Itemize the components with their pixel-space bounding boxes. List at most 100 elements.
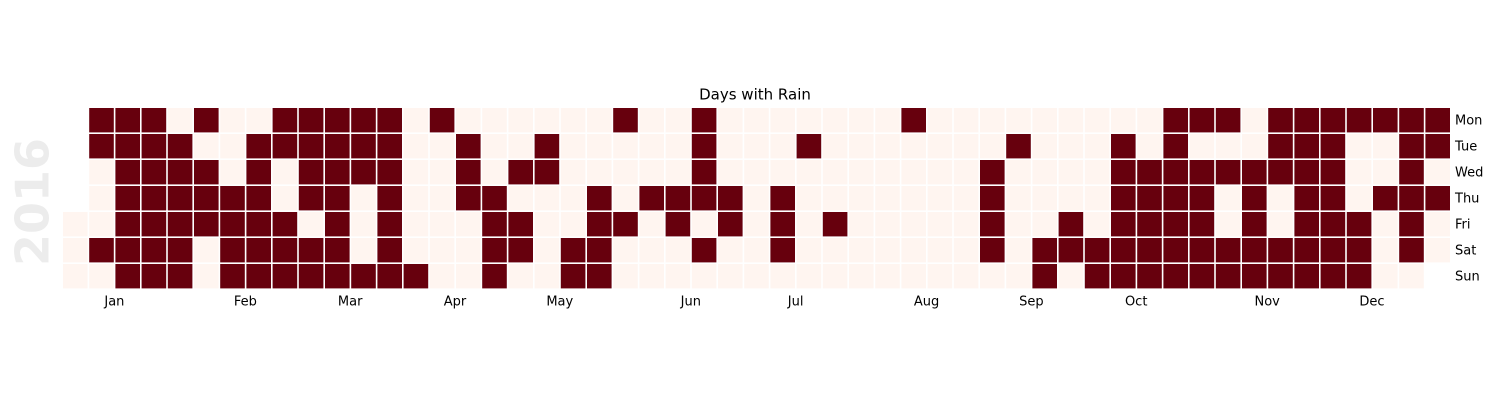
day-cell <box>822 186 848 211</box>
day-cell <box>403 134 429 159</box>
day-cell <box>534 264 560 289</box>
day-cell <box>377 264 402 289</box>
day-cell <box>167 160 193 185</box>
day-cell <box>718 186 743 211</box>
day-cell <box>141 238 167 263</box>
day-cell <box>298 134 324 159</box>
day-cell <box>980 134 1005 159</box>
day-cell <box>298 186 324 211</box>
day-cell <box>1294 238 1319 263</box>
day-cell <box>351 212 376 237</box>
day-cell <box>1084 108 1110 133</box>
month-label: Sep <box>1019 295 1044 310</box>
day-cell <box>796 134 822 159</box>
day-cell <box>1111 134 1136 159</box>
day-cell <box>770 186 795 211</box>
day-cell <box>534 160 560 185</box>
day-cell <box>953 186 979 211</box>
day-cell <box>796 212 822 237</box>
day-cell <box>1006 212 1031 237</box>
day-cell <box>560 264 586 289</box>
day-cell <box>1189 186 1215 211</box>
day-cell <box>665 186 691 211</box>
day-cell <box>1346 212 1372 237</box>
month-label: May <box>546 295 573 310</box>
day-cell <box>901 186 926 211</box>
day-cell <box>534 212 560 237</box>
day-cell <box>167 186 193 211</box>
day-cell <box>980 238 1005 263</box>
day-cell <box>272 212 298 237</box>
day-cell <box>849 238 874 263</box>
day-cell <box>796 160 822 185</box>
day-cell <box>849 264 874 289</box>
day-cell <box>298 264 324 289</box>
day-cell <box>403 264 429 289</box>
day-cell <box>1058 238 1084 263</box>
day-cell <box>272 186 298 211</box>
day-cell <box>639 238 664 263</box>
day-cell <box>822 264 848 289</box>
day-cell <box>822 108 848 133</box>
day-cell <box>665 238 691 263</box>
day-cell <box>429 186 455 211</box>
day-cell <box>298 160 324 185</box>
day-cell <box>115 134 140 159</box>
day-cell <box>849 134 874 159</box>
day-cell <box>875 186 900 211</box>
weekday-label: Wed <box>1455 166 1483 181</box>
day-cell <box>194 238 219 263</box>
day-cell <box>1006 264 1031 289</box>
day-cell <box>1346 108 1372 133</box>
day-cell <box>849 212 874 237</box>
day-cell <box>1215 186 1241 211</box>
day-cell <box>1189 238 1215 263</box>
day-cell <box>1189 160 1215 185</box>
day-cell <box>351 186 376 211</box>
month-label: Nov <box>1255 295 1281 310</box>
day-cell <box>822 238 848 263</box>
day-cell <box>1320 186 1346 211</box>
day-cell <box>953 212 979 237</box>
day-cell <box>115 212 140 237</box>
day-cell <box>1006 238 1031 263</box>
day-cell <box>1320 212 1346 237</box>
day-cell <box>1399 238 1424 263</box>
day-cell <box>403 212 429 237</box>
day-cell <box>1373 238 1398 263</box>
day-cell <box>875 134 900 159</box>
day-cell <box>429 212 455 237</box>
day-cell <box>1189 212 1215 237</box>
day-cell <box>1425 134 1450 159</box>
day-cell <box>1215 108 1241 133</box>
day-cell <box>63 238 88 263</box>
day-cell <box>1032 264 1057 289</box>
day-cell <box>482 238 507 263</box>
day-cell <box>220 160 245 185</box>
day-cell <box>639 108 664 133</box>
day-cell <box>482 134 507 159</box>
day-cell <box>849 108 874 133</box>
day-cell <box>613 134 638 159</box>
day-cell <box>1294 212 1319 237</box>
day-cell <box>1163 186 1188 211</box>
day-cell <box>1215 264 1241 289</box>
day-cell <box>953 238 979 263</box>
day-cell <box>377 238 402 263</box>
day-cell <box>1268 186 1293 211</box>
day-cell <box>351 160 376 185</box>
day-cell <box>272 134 298 159</box>
day-cell <box>718 264 743 289</box>
day-cell <box>587 134 612 159</box>
day-cell <box>1399 186 1424 211</box>
day-cell <box>508 108 533 133</box>
day-cell <box>875 212 900 237</box>
day-cell <box>639 186 664 211</box>
day-cell <box>691 108 717 133</box>
day-cell <box>429 238 455 263</box>
day-cell <box>1137 186 1162 211</box>
day-cell <box>1006 108 1031 133</box>
day-cell <box>1111 238 1136 263</box>
day-cell <box>167 108 193 133</box>
